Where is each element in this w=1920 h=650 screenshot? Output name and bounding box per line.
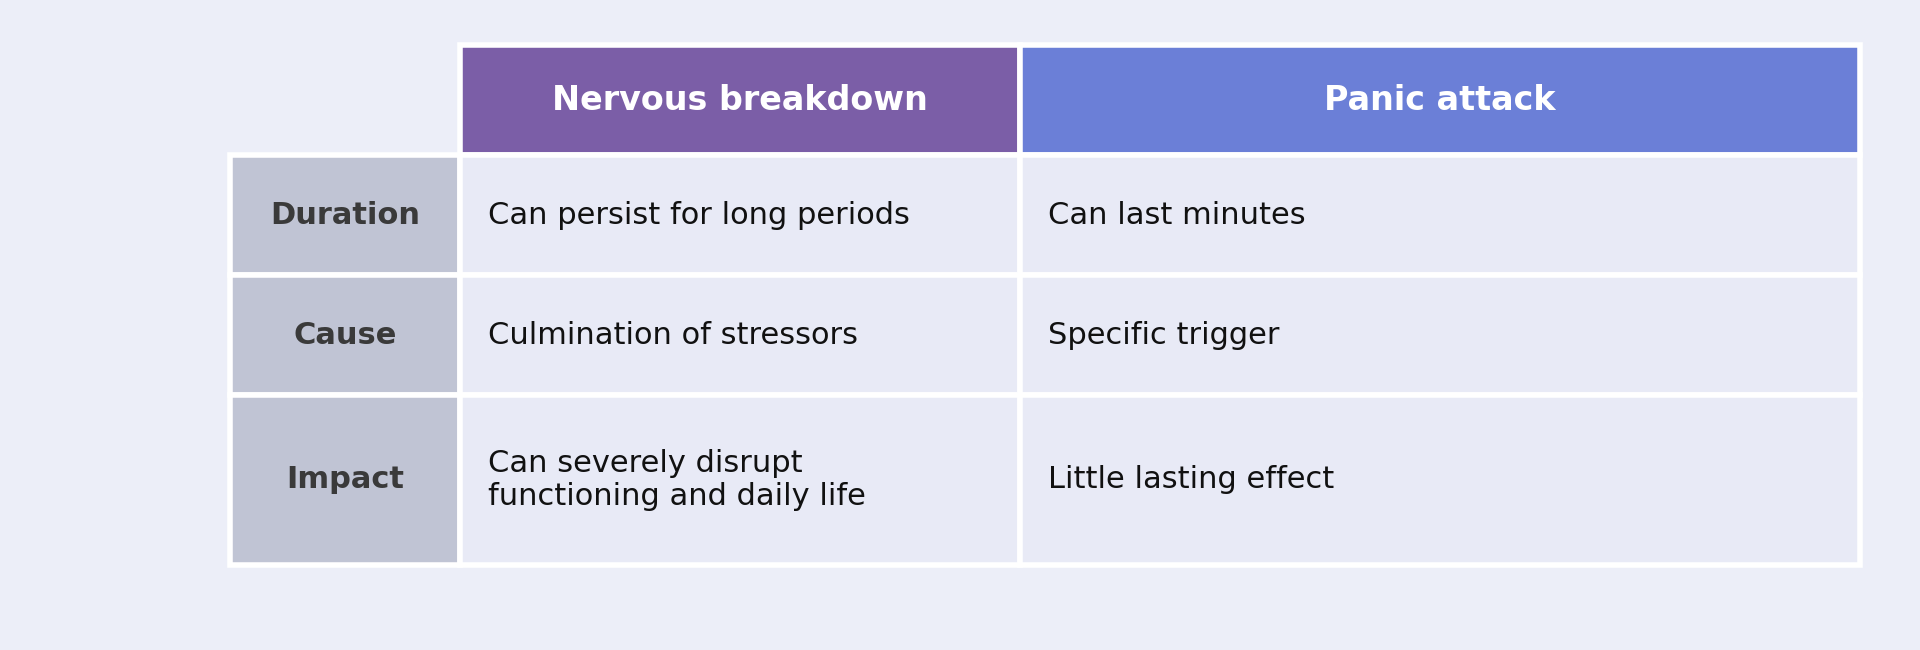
FancyBboxPatch shape — [1020, 45, 1860, 155]
FancyBboxPatch shape — [461, 45, 1020, 155]
FancyBboxPatch shape — [230, 275, 461, 395]
Text: Specific trigger: Specific trigger — [1048, 320, 1279, 350]
Text: Panic attack: Panic attack — [1325, 83, 1555, 116]
Text: Can last minutes: Can last minutes — [1048, 200, 1306, 229]
Text: Cause: Cause — [294, 320, 397, 350]
FancyBboxPatch shape — [230, 395, 461, 565]
Text: Little lasting effect: Little lasting effect — [1048, 465, 1334, 495]
Text: Nervous breakdown: Nervous breakdown — [553, 83, 927, 116]
FancyBboxPatch shape — [1020, 155, 1860, 275]
FancyBboxPatch shape — [1020, 395, 1860, 565]
Text: Impact: Impact — [286, 465, 403, 495]
Text: Duration: Duration — [271, 200, 420, 229]
Text: Culmination of stressors: Culmination of stressors — [488, 320, 858, 350]
Text: Can persist for long periods: Can persist for long periods — [488, 200, 910, 229]
FancyBboxPatch shape — [461, 275, 1020, 395]
FancyBboxPatch shape — [461, 395, 1020, 565]
FancyBboxPatch shape — [230, 45, 461, 155]
FancyBboxPatch shape — [1020, 275, 1860, 395]
FancyBboxPatch shape — [461, 155, 1020, 275]
FancyBboxPatch shape — [230, 155, 461, 275]
Text: Can severely disrupt
functioning and daily life: Can severely disrupt functioning and dai… — [488, 448, 866, 512]
